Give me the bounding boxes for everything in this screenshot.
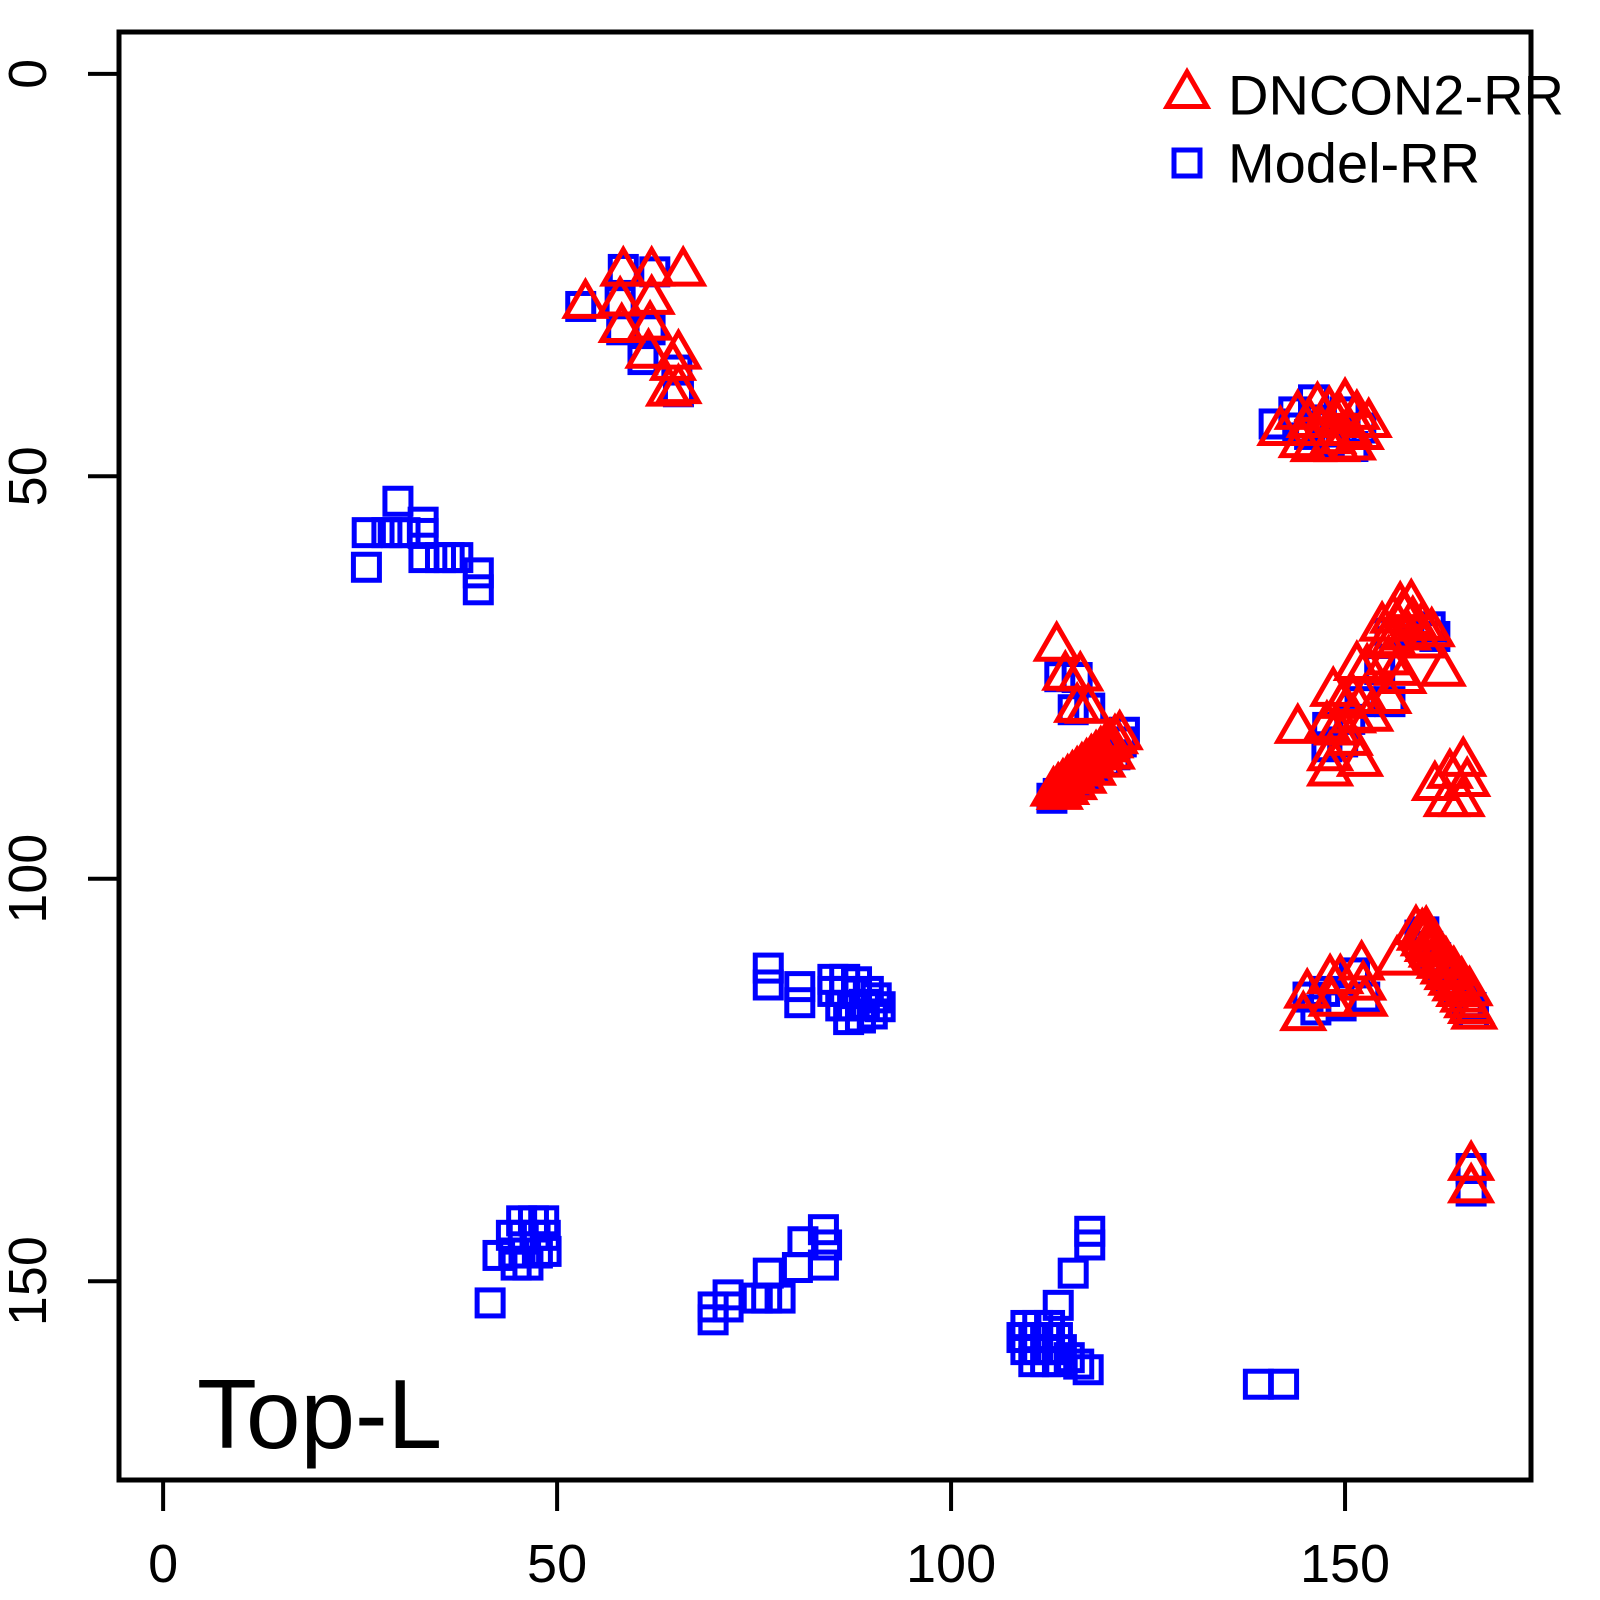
data-point-square — [1268, 1368, 1300, 1400]
data-point-triangle — [1337, 938, 1386, 981]
data-point-square — [1074, 1229, 1106, 1261]
data-point-square — [474, 1287, 506, 1319]
data-point-triangle — [1361, 616, 1410, 659]
data-point-triangle — [1450, 987, 1499, 1030]
data-point-triangle — [1338, 958, 1388, 1001]
data-point-triangle — [1335, 734, 1385, 777]
data-point-square — [1042, 1289, 1074, 1321]
data-point-triangle — [1087, 727, 1137, 770]
data-point-square — [462, 574, 494, 606]
data-point-square — [864, 991, 896, 1023]
data-point-triangle — [1439, 734, 1488, 777]
x-axis-tick-label: 0 — [148, 1534, 178, 1594]
data-point-triangle — [595, 274, 645, 317]
data-point-triangle — [1282, 966, 1332, 1009]
data-point-triangle — [1340, 672, 1389, 715]
data-point-triangle — [1273, 701, 1322, 744]
data-point-square — [382, 485, 414, 517]
data-point-triangle — [1078, 735, 1127, 778]
data-point-square — [784, 987, 816, 1019]
square-icon — [1171, 147, 1203, 179]
data-point-square — [389, 517, 421, 549]
series-dncon2-rr — [561, 244, 1499, 1204]
y-axis-tick-label: 100 — [0, 834, 58, 924]
data-point-square — [1063, 1348, 1095, 1380]
legend-item: DNCON2-RR — [1162, 64, 1564, 127]
data-point-square — [462, 557, 494, 589]
data-point-triangle — [1446, 1138, 1496, 1181]
plot-annotation: Top-L — [197, 1359, 442, 1469]
data-point-square — [351, 517, 383, 549]
y-axis-tick-label: 150 — [0, 1236, 58, 1326]
data-point-square — [512, 1249, 544, 1281]
legend-label: Model-RR — [1228, 132, 1480, 195]
data-point-triangle — [1328, 418, 1378, 461]
data-point-triangle — [1032, 619, 1081, 662]
data-point-triangle — [1437, 775, 1486, 818]
data-point-triangle — [1364, 672, 1413, 715]
data-point-square — [741, 1282, 773, 1314]
data-point-triangle — [1305, 744, 1355, 787]
data-point-triangle — [1398, 616, 1448, 659]
data-point-triangle — [1346, 689, 1395, 732]
axes: 0 50 100 150 0 50 100 150 — [0, 59, 1390, 1594]
data-point-square — [529, 1219, 561, 1251]
data-point-triangle — [1409, 915, 1459, 958]
data-point-square — [1242, 1368, 1274, 1400]
triangle-icon — [1162, 66, 1212, 109]
data-point-square — [380, 517, 412, 549]
legend-item: Model-RR — [1171, 132, 1480, 195]
data-point-square — [784, 971, 816, 1003]
data-point-square — [1171, 147, 1203, 179]
data-point-triangle — [658, 244, 708, 287]
data-point-triangle — [624, 326, 673, 369]
data-point-triangle — [627, 272, 676, 315]
x-axis-tick-label: 150 — [1300, 1534, 1390, 1594]
y-axis-tick-label: 50 — [0, 446, 58, 506]
data-point-triangle — [1162, 66, 1212, 109]
data-point-square — [860, 982, 892, 1014]
y-axis-tick-label: 0 — [0, 59, 58, 89]
data-point-triangle — [1446, 1161, 1496, 1204]
data-point-square — [1300, 994, 1332, 1026]
data-point-square — [807, 1249, 839, 1281]
data-point-square — [433, 542, 465, 574]
x-axis-tick-label: 100 — [906, 1534, 996, 1594]
data-point-square — [350, 551, 382, 583]
data-point-triangle — [644, 364, 694, 407]
data-point-triangle — [1325, 713, 1375, 756]
data-point-triangle — [1379, 651, 1428, 694]
data-point-triangle — [1289, 420, 1338, 463]
data-point-triangle — [1445, 964, 1494, 1007]
data-point-square — [764, 1282, 796, 1314]
x-axis-tick-label: 50 — [527, 1534, 587, 1594]
data-point-triangle — [1277, 416, 1326, 459]
data-point-square — [1057, 1257, 1089, 1289]
data-point-triangle — [1063, 681, 1113, 724]
data-point-square — [1072, 1354, 1104, 1386]
legend-label: DNCON2-RR — [1228, 64, 1564, 127]
data-point-square — [752, 1257, 784, 1289]
data-point-square — [752, 952, 784, 984]
data-point-square — [811, 1229, 843, 1261]
data-point-triangle — [597, 301, 646, 344]
data-point-triangle — [1340, 974, 1389, 1017]
data-point-triangle — [561, 276, 610, 319]
data-point-triangle — [1049, 758, 1099, 801]
plot-border — [116, 29, 1534, 1483]
data-point-triangle — [627, 244, 676, 287]
data-point-square — [856, 998, 888, 1030]
data-point-square — [781, 1252, 813, 1284]
data-point-triangle — [1387, 577, 1436, 620]
data-point-square — [697, 1304, 729, 1336]
data-point-triangle — [1344, 395, 1393, 438]
data-point-square — [752, 969, 784, 1001]
data-point-triangle — [1418, 644, 1467, 687]
